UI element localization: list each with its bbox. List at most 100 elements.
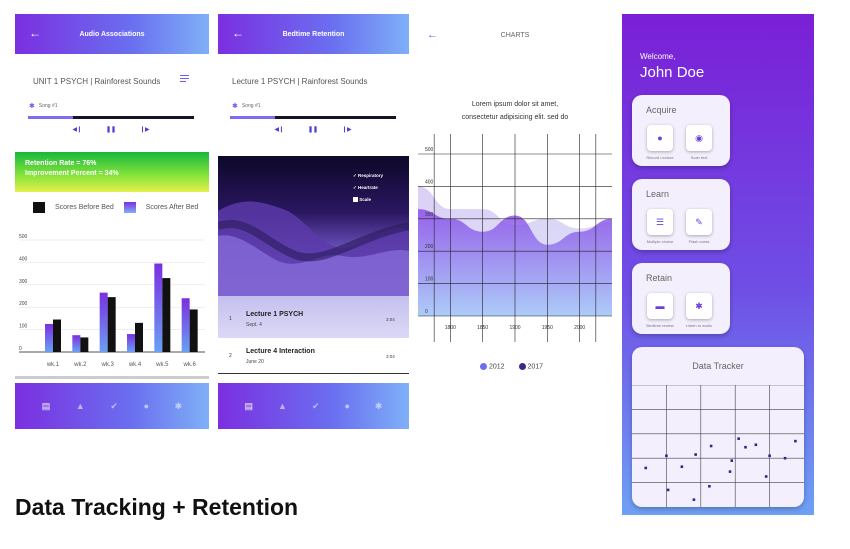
y-tick-label: 100	[425, 277, 434, 283]
menu-icon[interactable]	[180, 75, 189, 82]
legend-item-respiratory[interactable]: ✓ Respiratory	[353, 173, 384, 178]
x-tick-label: 1850	[477, 325, 488, 331]
scatter-point	[744, 445, 747, 449]
area-legend: 2012 2017	[480, 363, 543, 370]
bottom-nav: ▤ ▲ ✔ ● ✱	[15, 383, 209, 429]
scatter-point	[754, 443, 758, 447]
area-chart: 0 100 200 300 400 500 1800 1850 1900 1950 2000	[418, 134, 612, 342]
y-tick-label: 0	[425, 309, 428, 315]
wave-shapes	[218, 201, 409, 296]
previous-icon[interactable]: ◀❙	[274, 127, 284, 133]
scatter-point	[708, 484, 711, 488]
multiple-choice-label: Multiple choice	[646, 239, 674, 244]
bar-before	[162, 278, 171, 352]
x-tick-label: 1950	[542, 325, 553, 331]
acquire-card: Acquire ● ◉ Record Lecture Scan text	[632, 95, 730, 166]
bar-after	[181, 298, 190, 352]
learn-title: Learn	[646, 189, 670, 199]
learn-card: Learn ☰ ✎ Multiple choice Flash cards	[632, 179, 730, 250]
player-controls: ◀❙ ❚❚ ❙▶	[230, 126, 396, 133]
list-icon[interactable]: ☰	[647, 209, 673, 235]
nav-settings-icon[interactable]: ✱	[174, 400, 183, 411]
nav-settings-icon[interactable]: ✱	[374, 400, 383, 411]
nav-check-icon[interactable]: ✔	[311, 400, 320, 411]
scatter-point	[680, 465, 684, 469]
nav-bell-icon[interactable]: ▲	[75, 401, 85, 411]
next-icon[interactable]: ❙▶	[342, 127, 352, 133]
header-bar: ← Audio Associations	[15, 14, 209, 54]
legend-item-heartrate[interactable]: ✓ Heartrate	[353, 185, 378, 190]
header-title: CHARTS	[500, 32, 530, 39]
bed-icon[interactable]: ▬	[647, 293, 673, 319]
next-icon[interactable]: ❙▶	[140, 127, 150, 133]
legend-item-scale[interactable]: Scale	[353, 194, 383, 206]
x-tick-label: wk.4	[128, 362, 142, 368]
y-tick-label: 500	[425, 147, 434, 153]
nav-bell-icon[interactable]: ▲	[278, 401, 287, 411]
screen-dashboard: Welcome, John Doe Acquire ● ◉ Record Lec…	[622, 14, 814, 515]
legend-2017: 2017	[518, 363, 543, 370]
legend-after-label: Scores After Bed	[145, 204, 199, 211]
back-arrow-icon[interactable]: ←	[29, 26, 41, 40]
data-tracker-card: Data Tracker	[632, 347, 804, 507]
y-tick-label: 200	[19, 301, 28, 307]
y-tick-label: 300	[425, 212, 434, 218]
pause-icon[interactable]: ❚❚	[307, 127, 319, 133]
x-tick-label: wk.6	[182, 362, 196, 368]
header-bar: ← Bedtime Retention	[218, 14, 409, 54]
bluetooth-icon[interactable]: ✱	[686, 293, 712, 319]
x-tick-label: wk.1	[46, 362, 60, 368]
lecture-row-2[interactable]: 2 Lecture 4 Interaction June 20 3:04	[218, 338, 409, 374]
scatter-point	[666, 488, 670, 492]
song-label: Song #1	[38, 103, 58, 109]
wave-front	[218, 235, 409, 296]
scatter-point	[737, 437, 740, 440]
bar-before	[189, 309, 198, 352]
record-lecture-label: Record Lecture	[646, 155, 674, 160]
bar-after	[45, 324, 53, 352]
wave-mid	[218, 220, 409, 262]
x-tick-label: wk.2	[73, 362, 87, 368]
lecture-title: Lecture 1 PSYCH	[246, 311, 304, 318]
y-tick-label: 400	[425, 179, 434, 185]
legend-2012-dot	[480, 363, 487, 370]
intro-text: Lorem ipsum dolor sit amet, consectetur …	[418, 98, 612, 124]
back-arrow-icon[interactable]: ←	[427, 29, 438, 41]
wave-legend: ✓ Respiratory ✓ Heartrate Scale	[353, 170, 383, 206]
microphone-icon[interactable]: ●	[647, 125, 673, 151]
listen-audio-label: Listen to audio	[685, 323, 713, 328]
song-label: Song #1	[241, 103, 261, 109]
bottom-nav: ▤ ▲ ✔ ● ✱	[218, 383, 409, 429]
nav-check-icon[interactable]: ✔	[110, 400, 118, 411]
back-arrow-icon[interactable]: ←	[232, 26, 244, 40]
pause-icon[interactable]: ❚❚	[105, 127, 117, 133]
welcome-label: Welcome,	[640, 52, 676, 61]
nav-dashboard-icon[interactable]: ▤	[244, 400, 254, 411]
bar-before	[53, 319, 61, 352]
x-tick-label: wk.5	[155, 362, 169, 368]
bedtime-review-label: Bedtime review	[646, 323, 674, 328]
camera-icon[interactable]: ◉	[686, 125, 712, 151]
song-row: ✱ Song #1	[29, 102, 58, 110]
nav-user-icon[interactable]: ●	[143, 401, 149, 411]
nav-dashboard-icon[interactable]: ▤	[41, 400, 51, 411]
progress-bar[interactable]	[28, 116, 194, 119]
song-row: ✱ Song #1	[232, 102, 261, 110]
intro-line-2: consectetur adipisicing elit. sed do	[461, 114, 569, 121]
retention-rate: Retention Rate = 76%	[25, 160, 97, 167]
screen-audio-associations: ← Audio Associations UNIT 1 PSYCH | Rain…	[15, 14, 209, 429]
nav-user-icon[interactable]: ●	[344, 401, 350, 411]
lecture-row-1[interactable]: 1 Lecture 1 PSYCH Sept. 4 3:04	[218, 296, 409, 338]
previous-icon[interactable]: ◀❙	[72, 127, 82, 133]
progress-bar[interactable]	[230, 116, 396, 119]
lecture-date: Sept. 4	[246, 322, 262, 328]
intro-line-1: Lorem ipsum dolor sit amet,	[471, 101, 559, 108]
scatter-point	[709, 444, 713, 448]
flash-cards-label: Flash cards	[688, 239, 710, 244]
progress-fill	[230, 116, 275, 119]
pencil-icon[interactable]: ✎	[686, 209, 712, 235]
progress-fill	[28, 116, 73, 119]
user-name: John Doe	[640, 64, 705, 81]
lecture-time: 3:04	[386, 354, 395, 359]
bar-before	[107, 297, 116, 352]
